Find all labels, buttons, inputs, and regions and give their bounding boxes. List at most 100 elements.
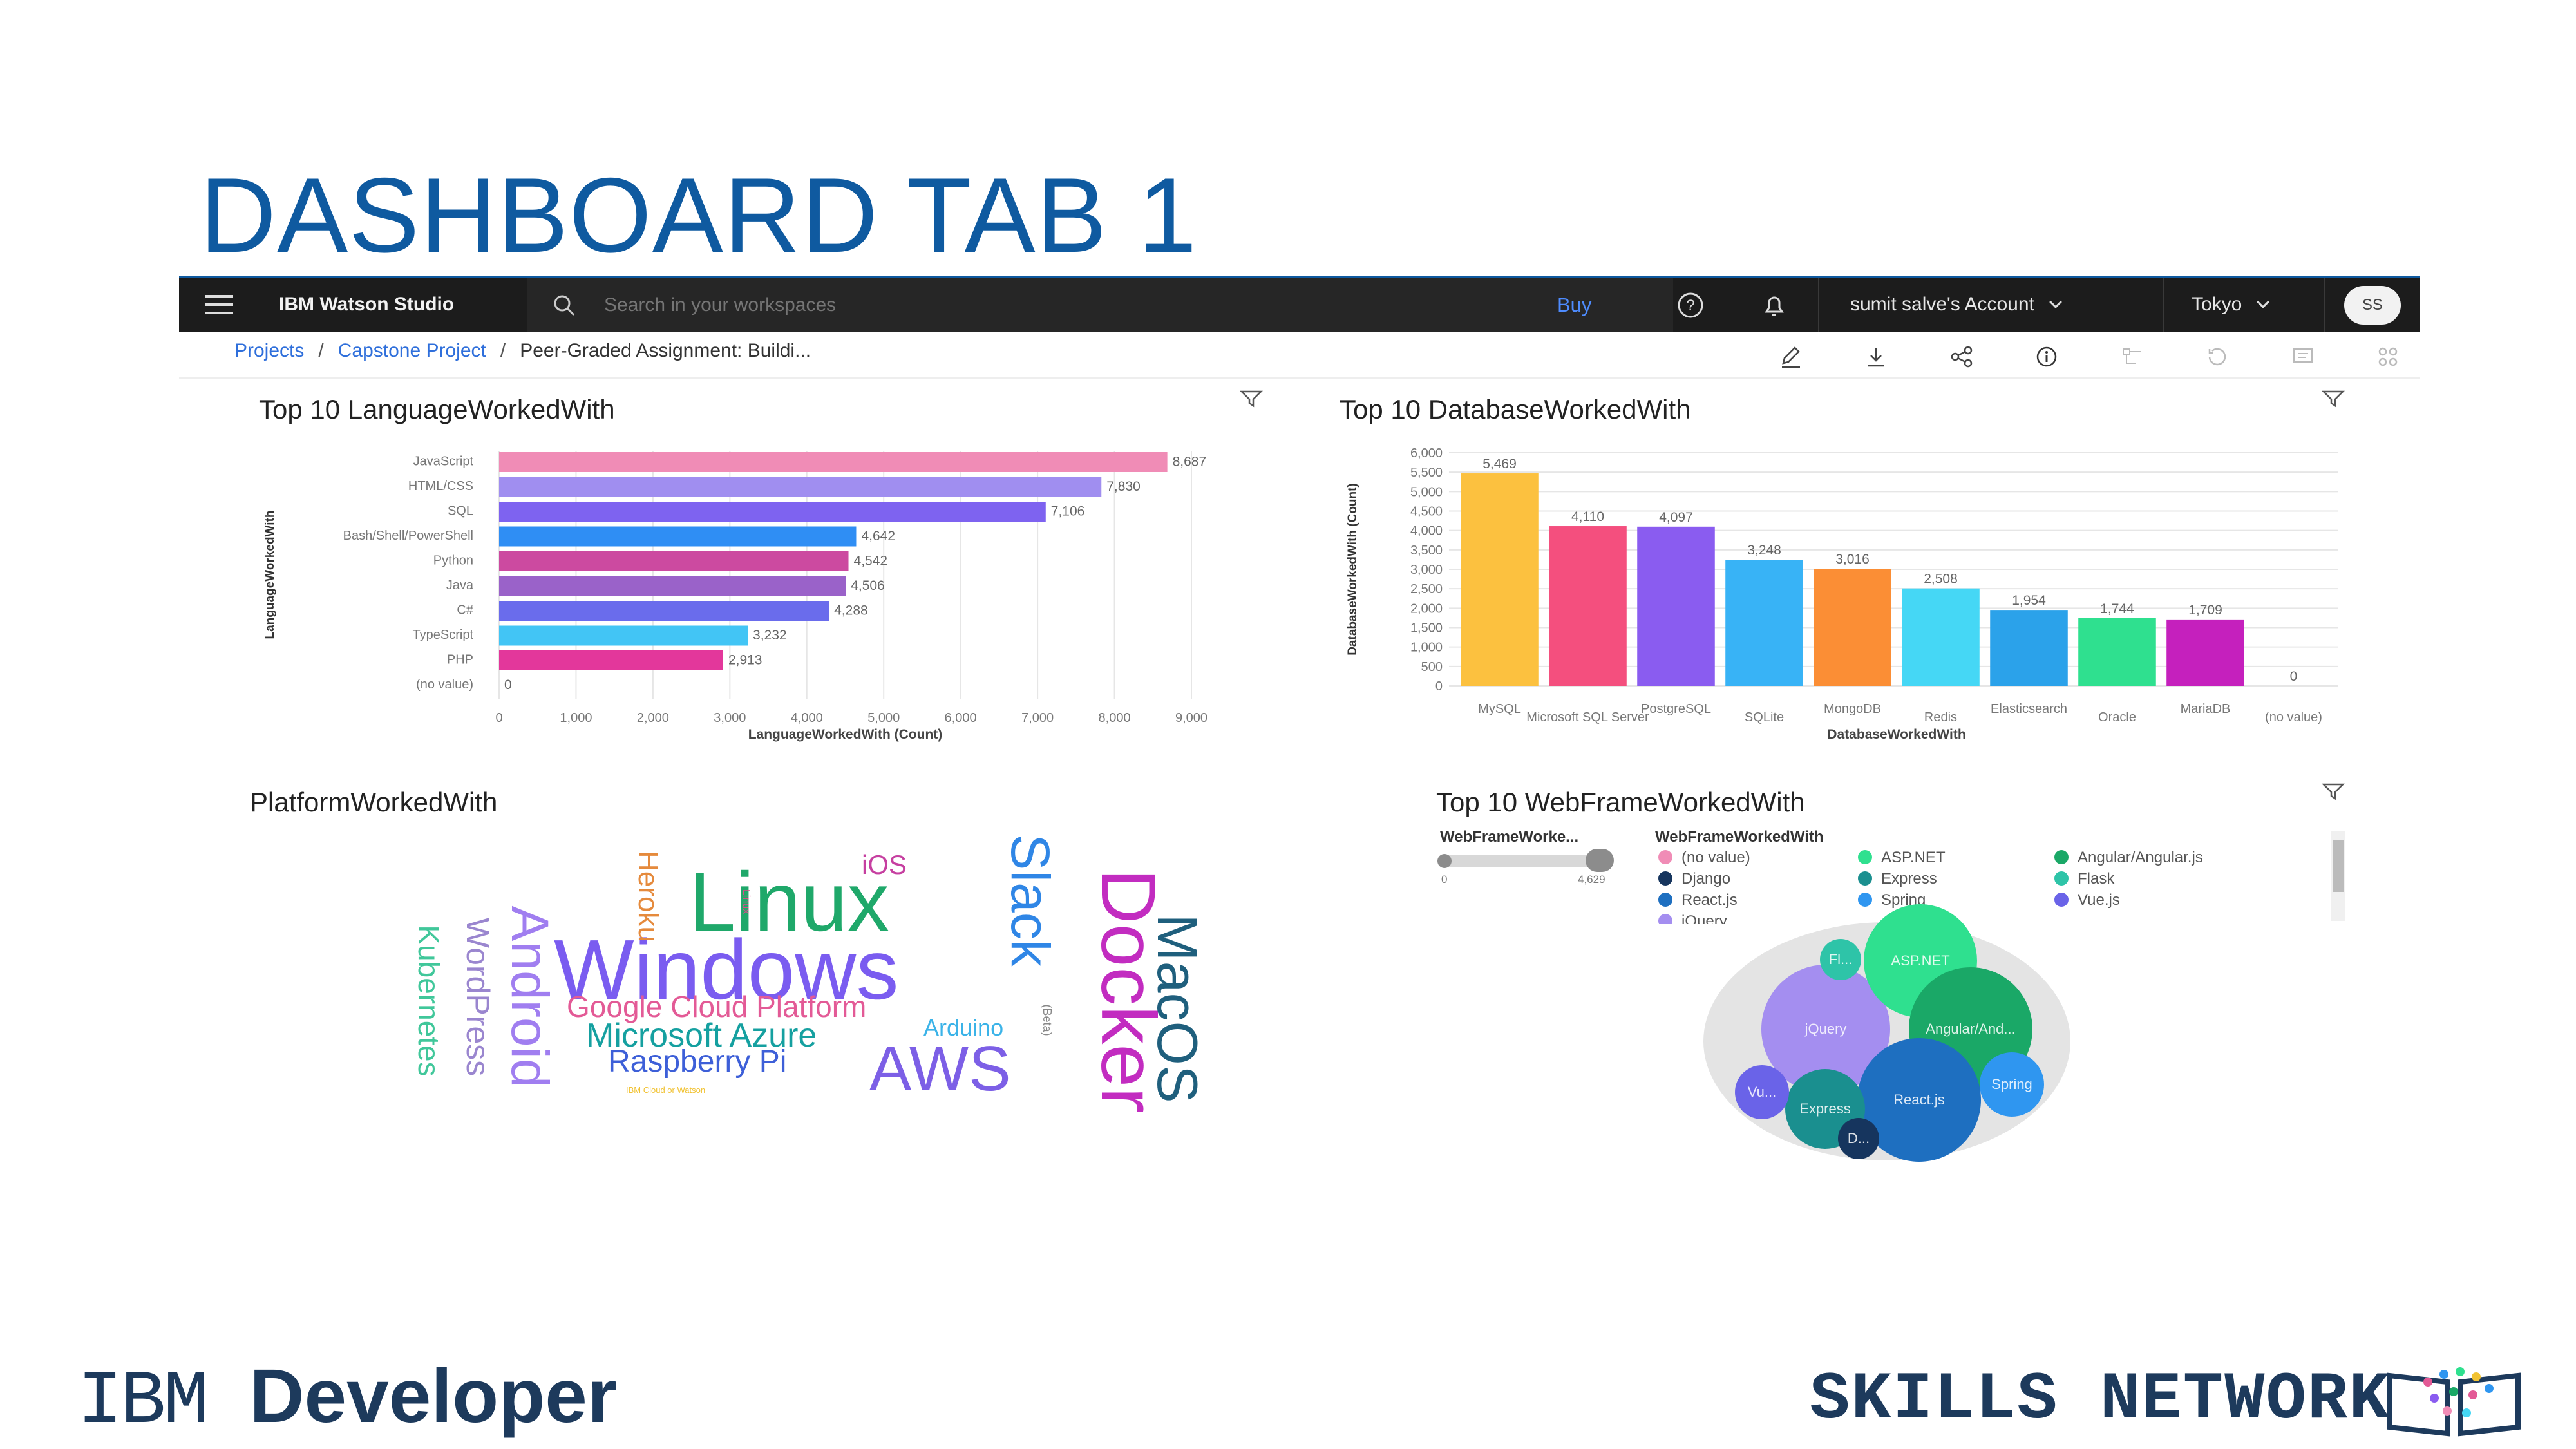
bubble[interactable]: D... [1838, 1118, 1879, 1159]
data-label: 5,469 [1482, 457, 1517, 471]
platform-chart-title: PlatformWorkedWith [250, 787, 498, 817]
word-wordpress: WordPress [460, 917, 496, 1077]
edit-icon[interactable] [1778, 344, 1804, 370]
breadcrumb-capstone-project[interactable]: Capstone Project [337, 340, 486, 361]
size-slider-min-handle[interactable] [1437, 854, 1452, 868]
dashboard-toolbar [1721, 344, 2401, 370]
bubble[interactable]: Spring [1980, 1052, 2044, 1117]
breadcrumb-projects[interactable]: Projects [234, 340, 305, 361]
legend-swatch [2054, 850, 2069, 864]
webframe-chart-title: Top 10 WebFrameWorkedWith [1436, 787, 1805, 817]
data-label: 1,709 [2188, 603, 2222, 618]
bar [1461, 473, 1539, 686]
info-icon[interactable] [2034, 344, 2060, 370]
x-tick-label: Oracle [2098, 710, 2136, 724]
bubble[interactable]: Fl... [1820, 939, 1861, 980]
y-tick-label: 5,000 [1410, 485, 1443, 499]
data-label: 1,744 [2100, 601, 2134, 616]
legend-item[interactable]: Django [1658, 870, 1730, 888]
legend-item[interactable]: React.js [1658, 891, 1738, 909]
legend-swatch [1658, 850, 1672, 864]
settings-icon[interactable] [2375, 344, 2401, 370]
legend-item[interactable]: Express [1858, 870, 1937, 888]
account-label: sumit salve's Account [1850, 294, 2034, 315]
breadcrumb-current: Peer-Graded Assignment: Buildi... [520, 340, 811, 361]
legend-item[interactable]: Angular/Angular.js [2054, 849, 2203, 867]
app-brand[interactable]: IBM Watson Studio [279, 294, 455, 315]
download-icon[interactable] [1863, 344, 1889, 370]
y-tick-label: Python [433, 554, 473, 568]
legend-swatch [1858, 871, 1872, 886]
word-windows: Windows [554, 922, 899, 1017]
buy-link[interactable]: Buy [1557, 294, 1592, 316]
ibm-developer-logo: IBM Developer [77, 1352, 617, 1445]
word-heroku: Heroku [632, 851, 664, 942]
skills-network-logo: SKILLS NETWORK [1810, 1362, 2391, 1438]
legend-swatch [2054, 893, 2069, 907]
search-input[interactable] [604, 291, 1570, 319]
y-tick-label: TypeScript [413, 628, 474, 642]
language-chart-title: Top 10 LanguageWorkedWith [259, 394, 615, 424]
data-label: 4,542 [854, 554, 888, 569]
legend-item[interactable]: ASP.NET [1858, 849, 1946, 867]
history-icon[interactable] [2204, 344, 2230, 370]
bar [1902, 588, 1980, 686]
bar [499, 477, 1102, 497]
database-chart-title: Top 10 DatabaseWorkedWith [1340, 394, 1691, 424]
divider [2163, 278, 2164, 332]
x-axis-label: LanguageWorkedWith (Count) [748, 727, 943, 742]
legend-item[interactable]: Flask [2054, 870, 2114, 888]
divider [1818, 278, 1819, 332]
data-label: 7,106 [1051, 504, 1085, 519]
data-label: 2,913 [728, 653, 762, 668]
x-tick-label: 4,000 [791, 711, 823, 725]
filter-icon[interactable] [1240, 389, 1263, 408]
y-tick-label: 1,500 [1410, 621, 1443, 636]
data-label: 1,954 [2012, 593, 2046, 608]
legend-item[interactable]: jQuery [1658, 913, 1727, 924]
comment-icon[interactable] [2290, 344, 2316, 370]
notification-icon[interactable] [1760, 291, 1788, 319]
y-axis-label: DatabaseWorkedWith (Count) [1346, 483, 1359, 656]
bar [499, 551, 849, 571]
word-macos: MacOS [1146, 914, 1209, 1103]
bar [2166, 619, 2244, 686]
word-android: Android [500, 905, 559, 1088]
legend-label: Angular/Angular.js [2078, 849, 2203, 866]
avatar[interactable]: SS [2344, 286, 2401, 325]
filter-icon[interactable] [2322, 389, 2345, 408]
word-slack: Slack [1000, 834, 1061, 967]
size-slider-track[interactable] [1440, 855, 1607, 867]
legend-scrollbar-thumb[interactable] [2333, 840, 2344, 892]
properties-icon[interactable] [2119, 344, 2145, 370]
data-label: 4,642 [861, 529, 895, 544]
bubble[interactable]: Vu... [1735, 1065, 1789, 1119]
share-icon[interactable] [1949, 344, 1975, 370]
y-tick-label: PHP [447, 653, 473, 667]
x-tick-label: 6,000 [945, 711, 977, 725]
y-tick-label: C# [457, 603, 473, 618]
title-divider [179, 276, 2420, 278]
y-tick-label: Bash/Shell/PowerShell [343, 529, 473, 543]
region-switcher[interactable]: Tokyo [2192, 294, 2270, 316]
bar [499, 650, 723, 670]
legend-item[interactable]: (no value) [1658, 849, 1750, 867]
account-switcher[interactable]: sumit salve's Account [1850, 294, 2062, 316]
help-icon[interactable]: ? [1676, 291, 1705, 319]
y-tick-label: 6,000 [1410, 446, 1443, 460]
x-tick-label: MariaDB [2181, 702, 2231, 716]
menu-icon[interactable] [205, 295, 233, 316]
data-label: 4,288 [834, 603, 868, 618]
x-tick-label: MySQL [1478, 702, 1521, 716]
slide-title: DASHBOARD TAB 1 [200, 156, 1198, 274]
legend-item[interactable]: Vue.js [2054, 891, 2120, 909]
bar [499, 526, 857, 547]
chevron-down-icon [2257, 296, 2270, 308]
region-label: Tokyo [2192, 294, 2242, 315]
x-tick-label: 0 [495, 711, 502, 725]
y-tick-label: HTML/CSS [408, 479, 473, 493]
data-label: 8,687 [1173, 455, 1207, 469]
filter-icon[interactable] [2322, 782, 2345, 801]
word-linux-small: Linux [741, 889, 752, 914]
size-slider-max-handle[interactable] [1586, 849, 1614, 872]
